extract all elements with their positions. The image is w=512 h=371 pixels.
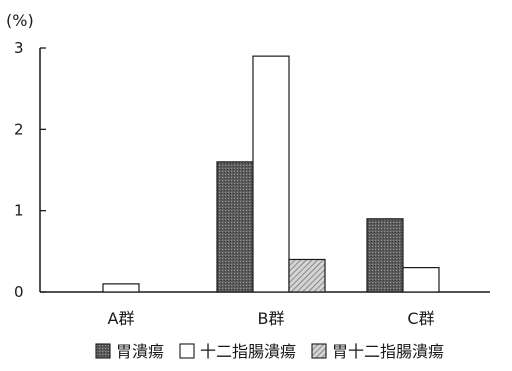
bar bbox=[366, 218, 404, 293]
bar bbox=[288, 258, 326, 293]
legend-swatch bbox=[311, 343, 327, 359]
x-tick-label: C群 bbox=[407, 309, 434, 328]
bar bbox=[102, 283, 140, 293]
y-axis: 0 1 2 3 bbox=[14, 39, 46, 301]
x-tick-label: B群 bbox=[258, 309, 285, 328]
legend-swatch bbox=[95, 343, 111, 359]
bars bbox=[102, 55, 440, 293]
legend-label: 十二指腸潰瘍 bbox=[200, 342, 296, 361]
y-tick-label: 1 bbox=[14, 202, 24, 220]
legend-label: 胃潰瘍 bbox=[116, 342, 164, 361]
y-tick-label: 2 bbox=[14, 120, 24, 138]
bar bbox=[252, 55, 290, 293]
legend-item: 胃十二指腸潰瘍 bbox=[311, 342, 444, 361]
legend-item: 胃潰瘍 bbox=[95, 342, 164, 361]
y-tick-label: 3 bbox=[14, 39, 24, 57]
y-axis-unit: (%) bbox=[6, 11, 34, 30]
legend-swatch bbox=[179, 343, 195, 359]
x-tick-label: A群 bbox=[108, 309, 135, 328]
legend-label: 胃十二指腸潰瘍 bbox=[332, 342, 444, 361]
legend: 胃潰瘍 十二指腸潰瘍 胃十二指腸潰瘍 bbox=[95, 342, 444, 361]
legend-item: 十二指腸潰瘍 bbox=[179, 342, 296, 361]
bar bbox=[216, 161, 254, 293]
category-labels: A群 B群 C群 bbox=[108, 309, 435, 328]
bar bbox=[402, 267, 440, 293]
y-tick-label: 0 bbox=[14, 283, 24, 301]
